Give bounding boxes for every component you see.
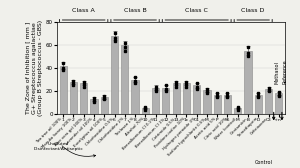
Text: Povidone-iodine 10%: Povidone-iodine 10% — [154, 117, 186, 149]
Text: Chlorhexidine 0.5%: Chlorhexidine 0.5% — [85, 117, 115, 147]
Text: Alcohol 70%: Alcohol 70% — [125, 117, 145, 137]
Text: Triclosan 1%: Triclosan 1% — [115, 117, 135, 137]
Text: Chlorhexidine 2%: Chlorhexidine 2% — [98, 117, 125, 144]
Bar — [214, 95, 221, 114]
Text: Aloe vera gel 100%: Aloe vera gel 100% — [54, 117, 84, 147]
Text: n: n — [274, 117, 279, 121]
Bar — [275, 93, 282, 114]
Bar — [255, 95, 262, 114]
Text: Acetic acid 5%: Acetic acid 5% — [194, 117, 217, 140]
Text: Cetrimide 0.5%: Cetrimide 0.5% — [152, 117, 176, 141]
Bar — [234, 109, 242, 114]
Bar — [203, 90, 211, 114]
Text: Methanol: Methanol — [274, 61, 279, 84]
Bar — [162, 88, 169, 114]
Text: Sodium hypochlorite 0.5%: Sodium hypochlorite 0.5% — [167, 117, 207, 157]
Text: Ceftriaxone: Ceftriaxone — [250, 117, 268, 136]
Text: Class C: Class C — [185, 8, 208, 13]
Text: Class D: Class D — [242, 8, 265, 13]
Text: Citric acid 10%: Citric acid 10% — [204, 117, 227, 141]
Text: Hydrogen peroxide 3%: Hydrogen peroxide 3% — [162, 117, 197, 151]
Bar — [152, 88, 159, 114]
Bar — [80, 83, 87, 114]
Text: Lavender oil 100%: Lavender oil 100% — [65, 117, 94, 146]
Text: Class B: Class B — [124, 8, 146, 13]
Bar — [111, 36, 118, 114]
Text: Tea tree oil 100%: Tea tree oil 100% — [36, 117, 63, 144]
Bar — [193, 85, 200, 114]
Text: Water (control): Water (control) — [214, 117, 238, 141]
Text: Gentamicin: Gentamicin — [229, 117, 248, 136]
Bar — [244, 51, 252, 114]
Bar — [90, 99, 98, 114]
Y-axis label: The Zone of Inhibition [ mm ]
G+ Streptococcus agalactiae
(Group B Streptococcus: The Zone of Inhibition [ mm ] G+ Strepto… — [26, 20, 43, 116]
Text: Reference: Reference — [282, 59, 287, 84]
Text: Control: Control — [254, 160, 272, 165]
Text: Undiluted
Disinfectant/Antiseptic: Undiluted Disinfectant/Antiseptic — [33, 142, 83, 151]
Text: Eucalyptus oil 100%: Eucalyptus oil 100% — [73, 117, 104, 148]
Text: Benzalkonium Cl 0.1%: Benzalkonium Cl 0.1% — [122, 117, 156, 151]
Bar — [142, 109, 149, 114]
Text: Benzalkonium Cl 1%: Benzalkonium Cl 1% — [135, 117, 166, 148]
Bar — [131, 80, 139, 114]
Text: Trimethoprim: Trimethoprim — [237, 117, 258, 138]
Bar — [100, 97, 108, 114]
Bar — [183, 83, 190, 114]
Bar — [224, 95, 231, 114]
Bar — [172, 83, 180, 114]
Text: Manuka honey 100%: Manuka honey 100% — [41, 117, 74, 149]
Bar — [60, 66, 67, 114]
Bar — [265, 89, 272, 114]
Text: Class A: Class A — [72, 8, 95, 13]
Bar — [70, 82, 77, 114]
Bar — [121, 45, 128, 114]
